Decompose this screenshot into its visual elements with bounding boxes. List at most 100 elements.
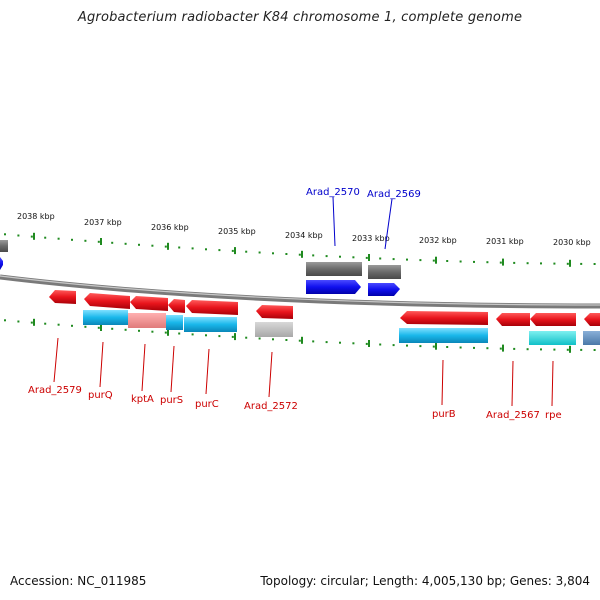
cds-feature[interactable] (168, 299, 185, 313)
cds-feature[interactable] (84, 293, 130, 309)
gene-label-arad-2579[interactable]: Arad_2579 (28, 385, 82, 396)
cds-feature[interactable] (49, 290, 76, 304)
scale-dot (339, 341, 341, 344)
scale-dot (218, 335, 221, 338)
protein-domain[interactable] (184, 317, 237, 332)
scale-dot (553, 348, 556, 351)
scale-dot (272, 338, 274, 341)
kbp-label: 2030 kbp (553, 238, 591, 247)
gene-label-arad-2570[interactable]: Arad_2570 (306, 187, 360, 198)
leader-line (268, 351, 273, 398)
cds-feature[interactable] (186, 300, 238, 315)
scale-dot (312, 340, 315, 343)
kbp-label: 2032 kbp (419, 236, 457, 245)
protein-domain[interactable] (166, 315, 183, 330)
scale-dot (17, 234, 20, 237)
protein-domain[interactable] (583, 331, 600, 345)
scale-dot (365, 342, 368, 345)
kbp-label: 2033 kbp (352, 234, 390, 243)
gene-label-purc[interactable]: purC (195, 399, 219, 410)
scale-dot (339, 255, 341, 258)
gene-label-arad-2572[interactable]: Arad_2572 (244, 401, 298, 412)
scale-dot (218, 249, 221, 252)
scale-major-tick (435, 342, 437, 350)
cds-feature[interactable] (584, 313, 600, 326)
leader-line (53, 337, 59, 383)
scale-dot (459, 346, 462, 349)
gene-label-purs[interactable]: purS (160, 395, 183, 406)
scale-dot (513, 347, 516, 350)
reverse-strand-features (49, 290, 600, 345)
scale-major-tick (569, 259, 571, 267)
gene-label-kpta[interactable]: kptA (131, 394, 154, 405)
scale-major-tick (569, 345, 571, 353)
gene-label-purq[interactable]: purQ (88, 390, 113, 401)
cds-feature[interactable] (400, 311, 488, 325)
scale-dot (245, 336, 248, 339)
scale-dot (71, 324, 73, 327)
scale-dot (499, 347, 502, 350)
scale-dot (352, 256, 355, 259)
protein-domain[interactable] (83, 310, 128, 325)
kbp-label: 2038 kbp (17, 212, 55, 221)
cds-feature[interactable] (256, 305, 293, 319)
cds-feature[interactable] (368, 283, 400, 296)
rna-feature[interactable] (368, 265, 401, 279)
protein-domain[interactable] (128, 313, 166, 328)
rna-feature[interactable] (306, 262, 362, 276)
scale-dot (580, 262, 583, 265)
scale-dot (84, 239, 87, 242)
scale-major-tick (368, 254, 370, 261)
gene-leader-lines (53, 196, 554, 407)
scale-dot (486, 347, 489, 350)
scale-dot (419, 345, 422, 348)
kbp-scale-labels: 2038 kbp 2037 kbp 2036 kbp 2035 kbp 2034… (17, 212, 591, 247)
scale-dot (473, 260, 475, 263)
scale-dot (111, 241, 114, 244)
kbp-label: 2037 kbp (84, 218, 122, 227)
gene-label-rpe[interactable]: rpe (545, 410, 562, 421)
scale-dot (71, 238, 73, 241)
cds-feature[interactable] (130, 296, 168, 311)
cds-feature[interactable] (530, 313, 576, 326)
cds-feature[interactable] (306, 280, 361, 294)
leader-line (332, 196, 336, 247)
protein-domain[interactable] (529, 331, 576, 345)
scale-dot (392, 344, 395, 347)
forward-strand-features (0, 240, 401, 296)
leader-line (141, 343, 146, 392)
gene-label-purb[interactable]: purB (432, 409, 456, 420)
gene-label-arad-2569[interactable]: Arad_2569 (367, 189, 421, 200)
scale-dot (446, 346, 449, 348)
genome-backbone-highlight (0, 275, 600, 306)
scale-major-tick (167, 328, 169, 336)
protein-domain[interactable] (399, 328, 488, 343)
scale-dot (245, 250, 248, 253)
scale-dot (325, 341, 328, 344)
scale-dot (191, 333, 194, 336)
scale-dot (486, 261, 489, 264)
leader-line (441, 359, 444, 406)
scale-dot (526, 262, 529, 265)
scale-dot (298, 253, 301, 256)
scale-dot (298, 339, 301, 342)
cds-feature[interactable] (496, 313, 530, 326)
scale-major-tick (502, 258, 504, 266)
rna-feature[interactable] (0, 240, 8, 252)
scale-dot (593, 349, 596, 351)
scale-dot (178, 246, 181, 249)
scale-major-tick (301, 250, 303, 258)
scale-dot (540, 348, 542, 351)
cds-feature[interactable] (0, 257, 3, 270)
kbp-label: 2035 kbp (218, 227, 256, 236)
scale-dot (30, 235, 33, 238)
scale-dot (151, 330, 154, 333)
leader-line (511, 360, 514, 407)
scale-dot (138, 329, 140, 332)
kbp-label: 2036 kbp (151, 223, 189, 232)
gene-label-arad-2567[interactable]: Arad_2567 (486, 410, 540, 421)
protein-domain[interactable] (255, 322, 293, 337)
kbp-label: 2031 kbp (486, 237, 524, 246)
scale-dot (566, 348, 569, 351)
